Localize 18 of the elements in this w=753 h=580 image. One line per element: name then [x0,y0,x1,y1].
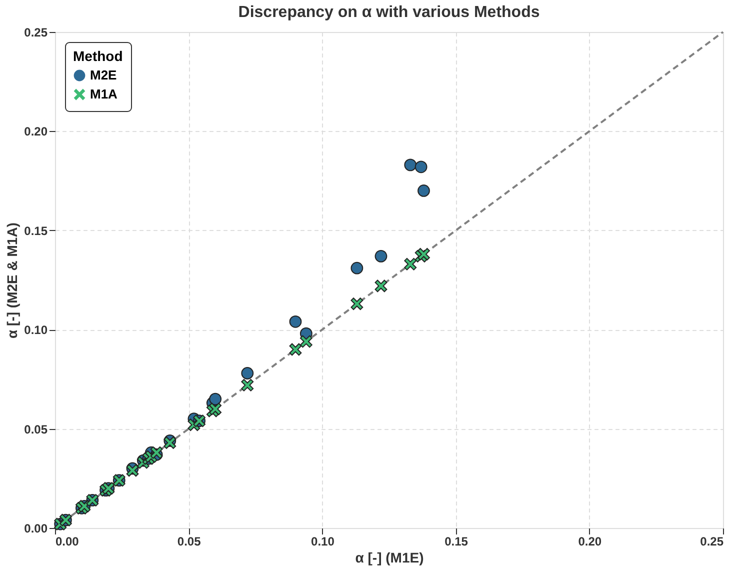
chart-title: Discrepancy on α with various Methods [238,4,540,21]
y-tick-label: 0.20 [24,124,48,139]
legend-label: M1A [90,86,118,102]
y-tick-label: 0.25 [24,26,48,40]
y-tick-label: 0.10 [24,323,48,338]
legend-title: Method [73,48,123,64]
y-tick-label: 0.05 [24,422,48,436]
x-tick-label: 0.10 [311,534,335,548]
y-tick-label: 0.15 [24,224,48,238]
x-axis-title: α [-] (M1E) [355,550,424,566]
x-tick-label: 0.25 [700,534,724,548]
y-tick-label: 0.00 [24,522,48,536]
legend-label: M2E [90,68,118,82]
y-axis-title: α [-] (M2E & M1A) [4,222,20,338]
x-tick-label: 0.15 [444,534,468,548]
x-tick-label: 0.05 [177,534,202,548]
x-tick-label: 0.00 [56,534,80,548]
x-tick-label: 0.20 [578,534,602,548]
